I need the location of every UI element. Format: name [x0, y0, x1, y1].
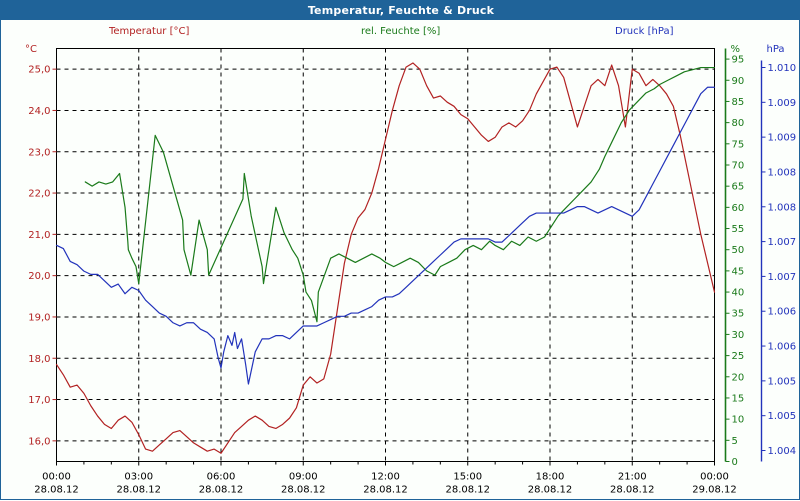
svg-text:28.08.12: 28.08.12 [610, 485, 655, 496]
legend-item-humidity: rel. Feuchte [%] [361, 26, 440, 37]
axis-bottom-time: 00:00 28.08.12 03:00 28.08.12 06:00 28.08.12 0… [34, 461, 737, 496]
svg-text:1.005: 1.005 [768, 376, 797, 387]
svg-text:06:00: 06:00 [207, 472, 236, 483]
svg-text:15:00: 15:00 [453, 472, 482, 483]
svg-text:28.08.12: 28.08.12 [281, 485, 326, 496]
svg-text:25: 25 [732, 351, 745, 362]
svg-text:70: 70 [732, 160, 745, 171]
svg-text:03:00: 03:00 [124, 472, 153, 483]
svg-text:16,0: 16,0 [28, 436, 50, 447]
svg-text:75: 75 [732, 139, 745, 150]
legend-label-temperature: Temperatur [°C] [109, 26, 190, 37]
svg-text:1.007: 1.007 [768, 237, 797, 248]
svg-text:1.009: 1.009 [768, 98, 797, 109]
legend-label-humidity: rel. Feuchte [%] [361, 26, 441, 37]
svg-text:90: 90 [732, 76, 745, 87]
svg-text:1.008: 1.008 [768, 202, 797, 213]
svg-text:00:00: 00:00 [42, 472, 71, 483]
svg-text:55: 55 [732, 224, 745, 235]
legend-item-pressure: Druck [hPa] [615, 26, 673, 37]
svg-text:1.009: 1.009 [768, 133, 797, 144]
svg-text:28.08.12: 28.08.12 [199, 485, 244, 496]
svg-text:12:00: 12:00 [371, 472, 400, 483]
svg-text:1.005: 1.005 [768, 411, 797, 422]
svg-text:20: 20 [732, 372, 745, 383]
svg-text:29.08.12: 29.08.12 [692, 485, 737, 496]
svg-text:28.08.12: 28.08.12 [116, 485, 161, 496]
svg-text:28.08.12: 28.08.12 [445, 485, 490, 496]
svg-text:5: 5 [732, 436, 738, 447]
series-line-rel [84, 66, 716, 323]
svg-text:0: 0 [732, 457, 738, 468]
svg-text:18:00: 18:00 [536, 472, 565, 483]
svg-text:30: 30 [732, 330, 745, 341]
svg-text:60: 60 [732, 203, 745, 214]
window-title-bar: Temperatur, Feuchte & Druck [1, 1, 800, 20]
svg-text:00:00: 00:00 [700, 472, 729, 483]
legend-item-temperature: Temperatur [°C] [109, 26, 189, 37]
svg-text:1.006: 1.006 [768, 307, 797, 318]
grid-lines [56, 48, 715, 462]
svg-text:65: 65 [732, 182, 745, 193]
data-series-group [55, 62, 716, 454]
svg-text:1.006: 1.006 [768, 342, 797, 353]
svg-text:15: 15 [732, 393, 745, 404]
svg-text:85: 85 [732, 97, 745, 108]
svg-text:17,0: 17,0 [28, 395, 50, 406]
svg-text:95: 95 [732, 55, 745, 66]
svg-text:1.004: 1.004 [768, 446, 797, 457]
svg-text:24,0: 24,0 [28, 106, 50, 117]
svg-text:09:00: 09:00 [289, 472, 318, 483]
svg-text:21,0: 21,0 [28, 230, 50, 241]
svg-text:10: 10 [732, 415, 745, 426]
axis-left-temperature: °C 25,0 24,0 23,0 22,0 21,0 20,0 19,0 18,0 17,0 16… [25, 44, 57, 447]
axis-right-pressure: hPa 1.010 1.009 1.009 1.008 1.008 1.007 1.007 1.… [760, 44, 797, 462]
svg-text:hPa: hPa [767, 44, 785, 55]
svg-text:28.08.12: 28.08.12 [528, 485, 573, 496]
svg-text:%: % [731, 44, 741, 55]
svg-text:1.010: 1.010 [768, 63, 797, 74]
svg-text:28.08.12: 28.08.12 [34, 485, 79, 496]
svg-text:22,0: 22,0 [28, 189, 50, 200]
window-title: Temperatur, Feuchte & Druck [307, 4, 495, 17]
svg-text:19,0: 19,0 [28, 312, 50, 323]
svg-text:50: 50 [732, 245, 745, 256]
svg-text:40: 40 [732, 288, 745, 299]
svg-text:1.008: 1.008 [768, 167, 797, 178]
svg-text:23,0: 23,0 [28, 147, 50, 158]
svg-text:°C: °C [25, 44, 37, 55]
series-line-druck [55, 86, 716, 385]
legend-label-pressure: Druck [hPa] [615, 26, 674, 37]
svg-text:80: 80 [732, 118, 745, 129]
svg-text:45: 45 [732, 266, 745, 277]
series-line-temperatur [55, 62, 716, 454]
svg-text:28.08.12: 28.08.12 [363, 485, 408, 496]
svg-text:25,0: 25,0 [28, 65, 50, 76]
svg-text:18,0: 18,0 [28, 354, 50, 365]
svg-text:35: 35 [732, 309, 745, 320]
svg-text:20,0: 20,0 [28, 271, 50, 282]
svg-text:1.007: 1.007 [768, 272, 797, 283]
svg-text:21:00: 21:00 [618, 472, 647, 483]
